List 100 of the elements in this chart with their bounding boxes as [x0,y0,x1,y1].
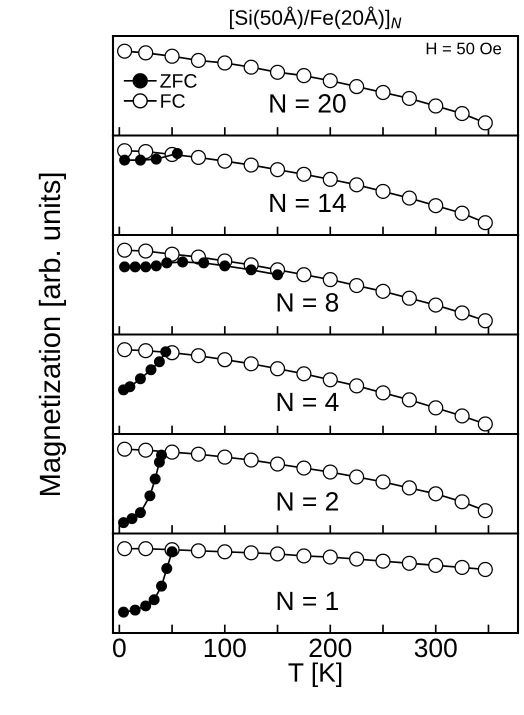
point [140,600,152,612]
point [454,106,470,122]
point [117,541,132,556]
legend-label: FC [161,94,185,108]
point [138,144,154,160]
point [428,558,444,573]
point [150,473,161,484]
point [270,546,286,562]
point [134,507,146,518]
point [119,261,130,272]
point [375,474,391,490]
point [296,267,312,282]
point [296,548,312,564]
point [349,551,364,567]
point [454,408,470,424]
point [322,464,338,480]
point [177,256,188,268]
point [322,272,338,288]
point [217,352,232,368]
point [296,68,312,84]
point [160,346,172,358]
point [270,64,286,80]
x-tick-label: 0 [113,638,126,658]
point [156,450,167,461]
point [244,157,259,173]
point [478,115,493,130]
point [117,342,132,358]
point [154,356,165,368]
point [246,264,257,276]
point [402,556,417,571]
point [478,503,493,518]
point [349,278,364,294]
point [190,150,206,165]
point [118,517,130,528]
point [454,305,470,320]
point [217,450,232,465]
point [296,166,312,182]
point [138,243,154,259]
point [138,45,154,60]
point [219,260,230,272]
point [217,154,232,169]
point [478,215,493,230]
point [164,246,180,262]
point [322,172,338,187]
point [138,442,154,458]
point [428,298,444,313]
point [428,486,444,502]
point [161,563,172,574]
point [217,55,232,71]
point [150,154,162,165]
point [454,206,470,221]
legend-label: ZFC [160,74,197,88]
point [244,60,259,75]
annotation: N = 4 [278,392,339,411]
point [190,446,206,462]
point [164,48,180,64]
point [117,242,132,258]
point [349,378,364,394]
point [190,543,206,558]
point [428,98,444,114]
point [478,562,493,578]
point [375,184,391,199]
point [270,162,286,178]
annotation: N = 20 [270,94,346,113]
point [130,261,141,272]
point [402,480,417,496]
point [402,290,417,306]
point [161,257,172,268]
point [118,606,130,618]
x-tick-label: 100 [204,638,246,658]
point [375,554,391,569]
annotation: H = 50 Oe [426,42,502,54]
point [140,261,152,272]
point [349,469,364,484]
point [375,385,391,400]
y-axis-title: Magnetization [arb. units] [38,174,66,496]
chart-title: [Si(50Å)/Fe(20Å)]$_{N}$ [230,6,402,30]
point [270,361,286,376]
point [272,269,284,280]
point [156,580,167,592]
point [130,604,141,616]
annotation: N = 2 [278,492,338,510]
point [150,260,162,272]
point [217,544,232,560]
point [296,366,312,382]
point [322,549,338,565]
point [375,284,391,299]
point [124,381,136,392]
annotation: N = 14 [270,194,346,212]
point [117,442,132,457]
point [349,177,364,192]
point [126,513,138,524]
point [454,560,470,575]
point [428,198,444,214]
x-tick-label: 200 [310,638,352,658]
x-tick-label: 300 [414,638,457,658]
point [322,73,338,88]
point [244,356,259,372]
point [270,456,286,472]
point [375,84,391,100]
